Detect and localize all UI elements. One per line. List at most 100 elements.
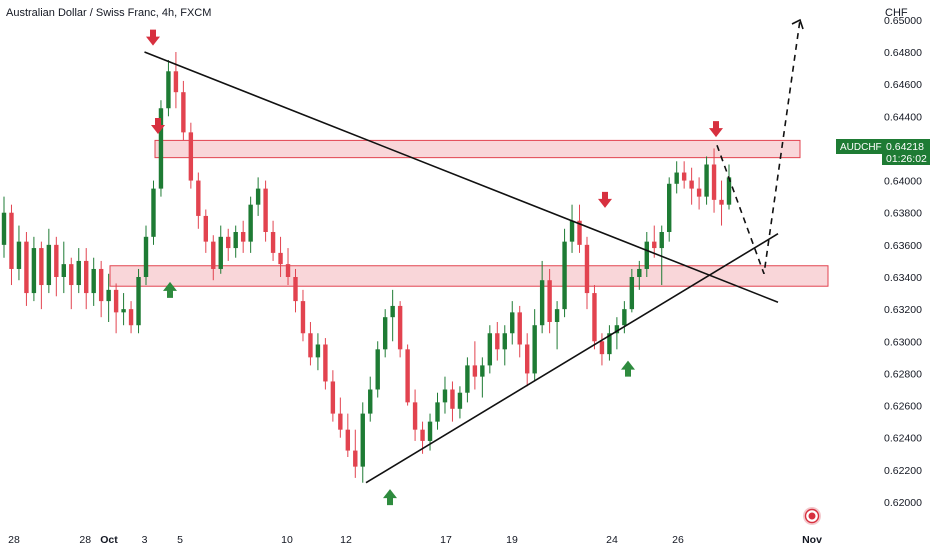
candle-body — [696, 188, 702, 197]
y-tick-label: 0.63200 — [884, 304, 922, 316]
candle-body — [106, 289, 111, 302]
candle — [151, 180, 156, 245]
candle — [345, 413, 351, 457]
candle-body — [54, 244, 59, 277]
candle-body — [539, 280, 545, 326]
candle-body — [517, 312, 522, 345]
candle — [644, 232, 649, 277]
time-axis[interactable]: 28 Oct 5 10 12 17 19 24 26 28 Nov 3 — [8, 534, 822, 546]
candle — [368, 376, 373, 422]
candle — [300, 289, 306, 342]
candle-body — [91, 268, 96, 294]
candle-body — [136, 277, 141, 326]
candle — [629, 268, 635, 313]
candle — [226, 228, 231, 261]
candle — [143, 225, 149, 286]
candle — [711, 148, 717, 213]
candle-body — [629, 277, 635, 310]
candle — [360, 402, 365, 483]
candle — [323, 338, 328, 390]
candle — [16, 225, 22, 281]
candle — [554, 301, 560, 350]
candle-body — [644, 241, 649, 269]
candle-body — [704, 164, 709, 197]
candle-body — [9, 212, 14, 269]
candle — [308, 322, 313, 366]
sell-arrow-marker — [709, 121, 723, 138]
candle-body — [584, 244, 590, 294]
candle-body — [158, 108, 164, 189]
candle-body — [84, 260, 89, 294]
candle-body — [293, 277, 298, 302]
candle-body — [562, 241, 567, 310]
candle — [263, 180, 268, 242]
candle-body — [652, 241, 657, 249]
candle — [495, 322, 500, 361]
candle-body — [278, 252, 283, 265]
candle — [457, 386, 463, 419]
candle — [599, 333, 605, 366]
candle — [69, 257, 74, 310]
candle — [435, 392, 440, 430]
candle — [353, 429, 358, 478]
candle-body — [338, 413, 343, 430]
candle-body — [390, 305, 395, 318]
bar-countdown: 01:26:02 — [886, 153, 927, 165]
chart-title: Australian Dollar / Swiss Franc, 4h, FXC… — [6, 7, 211, 19]
x-tick-label: Oct — [100, 534, 118, 546]
candle-body — [98, 268, 104, 302]
y-tick-label: 0.64400 — [884, 111, 922, 123]
candle — [240, 220, 246, 253]
candle — [196, 172, 201, 229]
x-tick-label: 10 — [281, 534, 293, 546]
candle-body — [345, 429, 351, 451]
candle-body — [674, 172, 679, 184]
symbol-tag-bg — [836, 139, 882, 154]
candle — [203, 209, 209, 253]
candle-body — [510, 312, 515, 334]
candle-body — [554, 309, 560, 322]
candle — [285, 248, 291, 286]
x-tick-label: 17 — [440, 534, 452, 546]
candle-body — [457, 392, 463, 409]
candle — [704, 156, 709, 205]
candle-body — [226, 236, 231, 249]
candle-body — [173, 71, 179, 93]
y-tick-label: 0.65000 — [884, 15, 922, 27]
candle-body — [659, 232, 664, 249]
signal-markers — [146, 29, 723, 506]
replay-icon[interactable] — [803, 507, 821, 525]
y-tick-label: 0.63000 — [884, 336, 922, 348]
candle-body — [577, 220, 582, 245]
candle — [76, 248, 81, 294]
buy-arrow-marker — [383, 489, 397, 506]
y-tick-label: 0.62600 — [884, 401, 922, 413]
candle — [375, 341, 380, 398]
candle — [480, 357, 485, 398]
candle-body — [323, 344, 328, 382]
candle-body — [547, 280, 552, 322]
candle — [233, 225, 238, 258]
price-axis[interactable]: 0.650000.648000.646000.644000.642000.640… — [884, 15, 922, 509]
candle-body — [622, 309, 627, 326]
candle — [121, 293, 126, 326]
candle-body — [166, 71, 171, 109]
candle — [622, 301, 627, 334]
candle-body — [405, 349, 410, 403]
candle — [136, 268, 141, 334]
candle-body — [667, 183, 672, 232]
candle-body — [300, 301, 306, 334]
candle-body — [502, 333, 507, 350]
trendlines — [144, 18, 804, 484]
candle — [637, 260, 642, 290]
trendline — [144, 51, 779, 303]
y-tick-label: 0.63400 — [884, 272, 922, 284]
candle — [405, 344, 410, 406]
candle-body — [472, 365, 478, 377]
candle — [248, 196, 253, 253]
candle-body — [248, 204, 253, 242]
candle — [517, 305, 522, 358]
candle — [188, 122, 194, 189]
candle-body — [480, 365, 485, 377]
